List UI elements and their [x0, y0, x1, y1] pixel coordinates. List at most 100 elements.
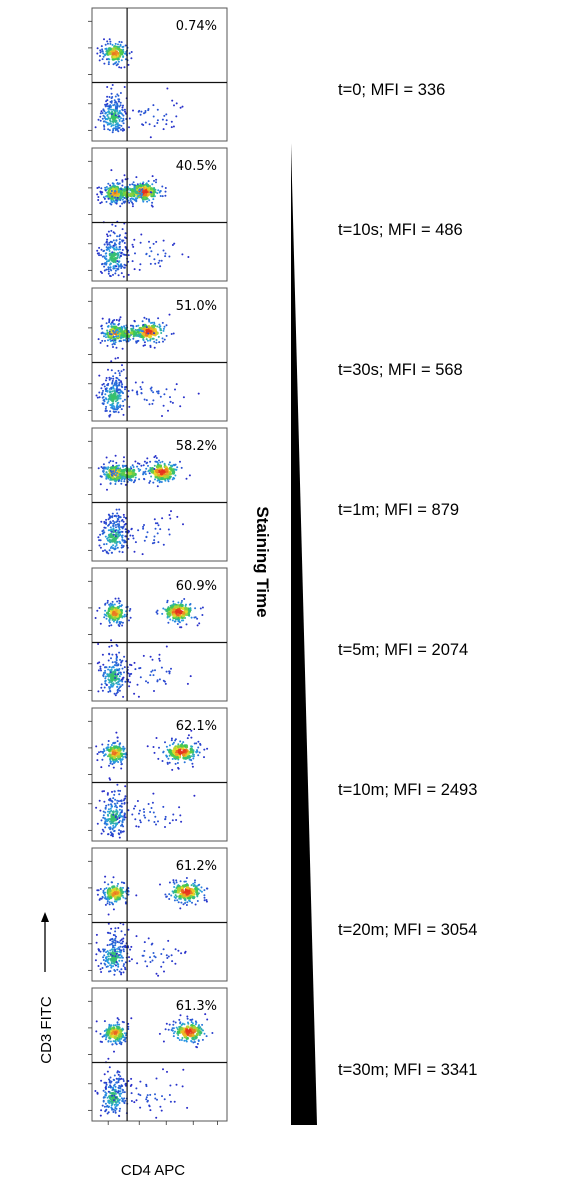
event-dot	[102, 399, 105, 402]
event-dot	[111, 182, 114, 185]
event-dot	[108, 603, 111, 606]
event-dot	[121, 624, 124, 627]
event-dot	[190, 1040, 193, 1042]
event-dot	[109, 117, 112, 120]
event-dot	[101, 1035, 104, 1038]
event-dot	[182, 614, 186, 618]
event-dot	[118, 242, 121, 245]
event-dot	[182, 749, 186, 753]
event-dot	[153, 329, 158, 334]
event-dot	[96, 889, 99, 892]
event-dot	[130, 1077, 133, 1080]
event-dot	[148, 319, 151, 322]
event-dot	[106, 961, 109, 964]
event-dot	[162, 404, 165, 407]
event-dot	[196, 749, 198, 752]
event-dot	[112, 755, 116, 760]
event-dot	[109, 820, 111, 823]
event-dot	[123, 334, 127, 338]
event-dot	[105, 1081, 108, 1084]
event-dot	[176, 613, 180, 617]
event-dot	[117, 391, 120, 394]
event-dot	[154, 669, 156, 672]
flow-panel: 62.1%	[88, 707, 228, 842]
event-dot	[164, 190, 167, 193]
event-dot	[110, 803, 112, 806]
event-dot	[130, 57, 133, 60]
event-dot	[143, 478, 146, 481]
event-dot	[96, 193, 99, 196]
event-dot	[180, 888, 184, 893]
event-dot	[121, 108, 124, 111]
event-dot	[118, 668, 121, 670]
event-dot	[114, 941, 117, 944]
event-dot	[127, 809, 130, 812]
event-dot	[131, 324, 134, 327]
event-dot	[160, 481, 163, 483]
event-dot	[118, 66, 121, 69]
event-dot	[118, 1093, 121, 1096]
event-dot	[112, 1096, 116, 1100]
event-dot	[159, 190, 162, 192]
event-dot	[124, 477, 127, 480]
event-dot	[113, 895, 118, 899]
event-dot	[115, 961, 118, 963]
event-dot	[120, 128, 122, 131]
event-dot	[103, 1105, 106, 1108]
y-axis-arrow-icon	[41, 912, 49, 922]
event-dot	[113, 196, 116, 199]
event-dot	[112, 539, 116, 543]
event-dot	[146, 965, 149, 968]
event-dot	[203, 894, 206, 897]
event-dot	[155, 181, 157, 184]
event-dot	[132, 337, 135, 340]
event-dot	[174, 1030, 176, 1033]
event-dot	[118, 473, 121, 476]
event-dot	[111, 407, 114, 410]
event-dot	[153, 195, 156, 198]
event-dot	[116, 1023, 119, 1026]
event-dot	[162, 1040, 165, 1043]
event-dot	[107, 922, 110, 925]
event-dot	[190, 759, 193, 762]
event-dot	[161, 517, 164, 520]
event-dot	[116, 182, 119, 185]
event-dot	[116, 536, 119, 539]
event-dot	[114, 1085, 117, 1088]
event-dot	[180, 820, 183, 823]
event-dot	[115, 179, 118, 181]
event-dot	[121, 534, 124, 537]
event-dot	[122, 520, 125, 523]
event-dot	[112, 683, 115, 686]
event-dot	[112, 108, 115, 111]
event-dot	[123, 615, 126, 618]
event-dot	[104, 407, 107, 410]
event-dot	[122, 413, 125, 416]
event-dot	[165, 123, 168, 126]
event-dot	[171, 758, 174, 760]
event-dot	[200, 1028, 203, 1031]
event-dot	[132, 481, 135, 484]
event-dot	[107, 197, 110, 200]
event-dot	[170, 120, 173, 123]
event-dot	[113, 741, 115, 744]
event-dot	[105, 957, 107, 960]
event-dot	[99, 55, 101, 57]
event-dot	[110, 668, 113, 671]
event-dot	[119, 887, 122, 890]
flow-panel: 61.3%	[88, 987, 228, 1122]
event-dot	[200, 890, 203, 893]
event-dot	[118, 1042, 121, 1045]
event-dot	[196, 1042, 199, 1045]
event-dot	[124, 528, 127, 531]
event-dot	[120, 761, 123, 763]
event-dot	[194, 1020, 197, 1023]
event-dot	[120, 971, 123, 974]
event-dot	[119, 234, 121, 237]
event-dot	[118, 959, 121, 962]
event-dot	[98, 751, 100, 754]
event-dot	[122, 749, 125, 752]
event-dot	[99, 190, 102, 193]
event-dot	[119, 1090, 122, 1093]
event-dot	[211, 1032, 214, 1034]
